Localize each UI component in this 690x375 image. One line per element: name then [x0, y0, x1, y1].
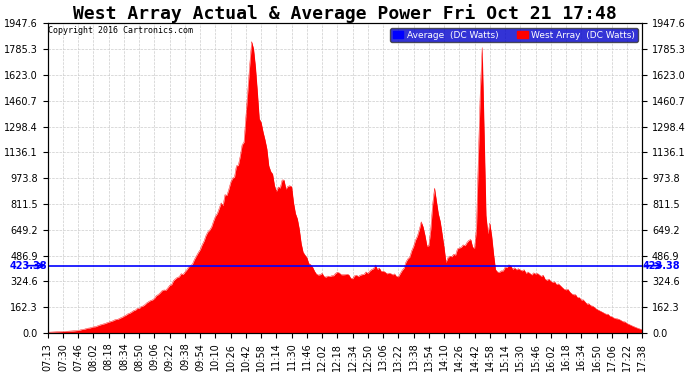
Text: 423.38: 423.38 [10, 261, 47, 271]
Legend: Average  (DC Watts), West Array  (DC Watts): Average (DC Watts), West Array (DC Watts… [390, 28, 638, 42]
Text: Copyright 2016 Cartronics.com: Copyright 2016 Cartronics.com [48, 26, 193, 35]
Text: 423.38: 423.38 [643, 261, 680, 271]
Title: West Array Actual & Average Power Fri Oct 21 17:48: West Array Actual & Average Power Fri Oc… [73, 4, 617, 23]
